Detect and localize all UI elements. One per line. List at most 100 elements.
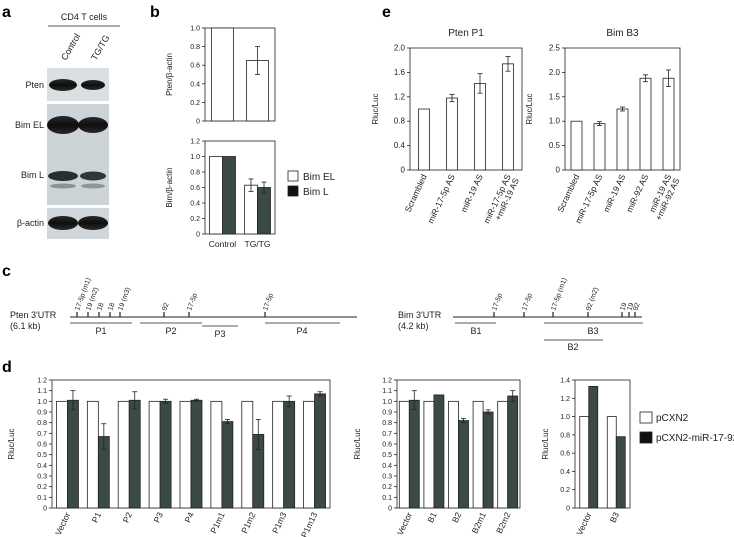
bar xyxy=(502,63,514,171)
y-tick-label: 1.2 xyxy=(560,396,570,403)
y-tick-label: 0.6 xyxy=(560,451,570,458)
x-tick-label: P3 xyxy=(151,510,165,524)
y-axis-label: Rluc/Luc xyxy=(353,428,362,459)
x-tick-label: miR-19 AS+miR-92 AS xyxy=(645,172,682,222)
x-tick-label: P1m3 xyxy=(270,510,289,535)
x-tick-label: B2m2 xyxy=(494,510,513,535)
site-label: 17-5p xyxy=(186,292,199,311)
bar xyxy=(211,27,234,122)
y-tick-label: 1.4 xyxy=(560,378,570,385)
band-pten-tgtg xyxy=(81,80,105,90)
blot-row-label: Bim EL xyxy=(15,120,44,130)
region-label-p3: P3 xyxy=(214,329,225,339)
x-tick-label: B2m1 xyxy=(469,510,488,535)
legend-swatch-filled xyxy=(639,431,653,444)
y-tick-label: 0.5 xyxy=(37,452,47,459)
x-tick-label: B1 xyxy=(425,510,439,524)
legend-swatch-filled xyxy=(287,185,299,197)
western-blot: CD4 T cells Control TG/TG Pten Bim EL Bi… xyxy=(15,12,120,239)
y-tick-label: 0.4 xyxy=(382,463,392,470)
x-tick-label-line: P1m2 xyxy=(239,510,258,535)
y-tick-label: 0.3 xyxy=(37,474,47,481)
bar xyxy=(128,399,141,509)
site-label: 17-5p xyxy=(262,292,275,311)
band-biml-control xyxy=(48,171,78,181)
site-label: 18 xyxy=(107,302,116,312)
x-tick-label-line: B3 xyxy=(608,510,622,524)
x-tick-label: miR-17-5p AS+miR-19 AS xyxy=(481,172,521,228)
band-actin-control xyxy=(48,216,78,230)
chart-d-b3: 0 0.2 0.4 0.6 0.8 1.0 1.2 1.4 Rluc/Luc Vector B3 xyxy=(541,378,631,537)
blot-row-label: Pten xyxy=(25,80,44,90)
x-tick-label: B3 xyxy=(608,510,622,524)
x-tick-label: TG/TG xyxy=(245,239,271,249)
site-label: 92 xyxy=(632,302,641,312)
bar xyxy=(159,400,172,509)
bar xyxy=(615,436,626,509)
y-tick-label: 0.4 xyxy=(394,141,406,150)
y-axis-label: Rluc/Luc xyxy=(371,93,380,124)
x-tick-label: P4 xyxy=(182,510,196,524)
y-tick-label: 1.2 xyxy=(190,139,200,146)
region-label-b1: B1 xyxy=(470,326,481,336)
y-axis-label: Rluc/Luc xyxy=(7,428,16,459)
region-label-p2: P2 xyxy=(165,326,176,336)
bar xyxy=(593,123,606,171)
bar xyxy=(244,184,258,235)
bar xyxy=(482,411,494,509)
x-tick-label-line: P1 xyxy=(90,510,104,524)
site-label: 19 xyxy=(619,302,628,312)
y-tick-label: 1.2 xyxy=(382,378,392,385)
bar xyxy=(423,400,435,509)
y-tick-label: 1.5 xyxy=(549,92,561,101)
bar xyxy=(272,400,285,509)
site-label: 17-5p xyxy=(491,292,504,311)
region-label-b2: B2 xyxy=(567,342,578,352)
x-tick-label-line: Vector xyxy=(574,510,593,536)
y-tick-label: 0.4 xyxy=(37,463,47,470)
site-label: 17-5p xyxy=(521,292,534,311)
panel-label-b: b xyxy=(150,4,160,21)
bar xyxy=(507,395,519,509)
bar xyxy=(662,77,675,171)
chart-e-pten-p1: 0 0.4 0.8 1.2 1.6 2.0 Rluc/Luc Pten P1 Scrambled… xyxy=(371,28,523,228)
plot-frame xyxy=(204,27,276,122)
y-tick-label: 1.0 xyxy=(190,154,200,161)
y-tick-label: 0.4 xyxy=(560,469,570,476)
bar xyxy=(588,385,599,509)
x-tick-label: P2 xyxy=(121,510,135,524)
x-tick-label-line: B2m2 xyxy=(494,510,513,535)
blot-row-label: β-actin xyxy=(17,218,44,228)
y-tick-label: 0.1 xyxy=(382,495,392,502)
y-tick-label: 0.5 xyxy=(382,452,392,459)
x-tick-label-line: Vector xyxy=(395,510,414,536)
y-tick-label: 1.2 xyxy=(394,92,406,101)
x-tick-label: Scrambled xyxy=(555,172,581,213)
x-tick-label-line: P4 xyxy=(182,510,196,524)
bar xyxy=(458,420,469,509)
bar xyxy=(117,400,130,509)
y-tick-label: 0.6 xyxy=(190,185,200,192)
x-tick-label: Vector xyxy=(574,510,593,536)
y-tick-label: 1.0 xyxy=(190,26,200,33)
x-tick-label: miR-19 AS xyxy=(459,172,485,213)
y-tick-label: 0 xyxy=(566,506,570,513)
bar xyxy=(283,400,296,509)
legend-swatch-open xyxy=(639,411,653,424)
y-tick-label: 0.2 xyxy=(190,216,200,223)
y-tick-label: 0.4 xyxy=(190,81,200,88)
x-tick-label-line: miR-19 AS xyxy=(459,172,485,213)
x-tick-label: Scrambled xyxy=(403,172,429,213)
site-label: 92 xyxy=(161,302,170,312)
y-tick-label: 0 xyxy=(196,232,200,239)
bar xyxy=(606,416,617,509)
utr-size-bim: (4.2 kb) xyxy=(398,321,429,331)
x-tick-label: P1m1 xyxy=(208,510,227,535)
y-tick-label: 1.1 xyxy=(382,388,392,395)
chart-b-bim: 0 0.2 0.4 0.6 0.8 1.0 1.2 Bim/β-actin Control TG/… xyxy=(165,139,276,249)
y-tick-label: 1.0 xyxy=(560,414,570,421)
bar xyxy=(314,393,326,509)
bar xyxy=(148,400,161,509)
lane-label-control: Control xyxy=(59,32,82,62)
chart-title: Bim B3 xyxy=(606,28,639,39)
